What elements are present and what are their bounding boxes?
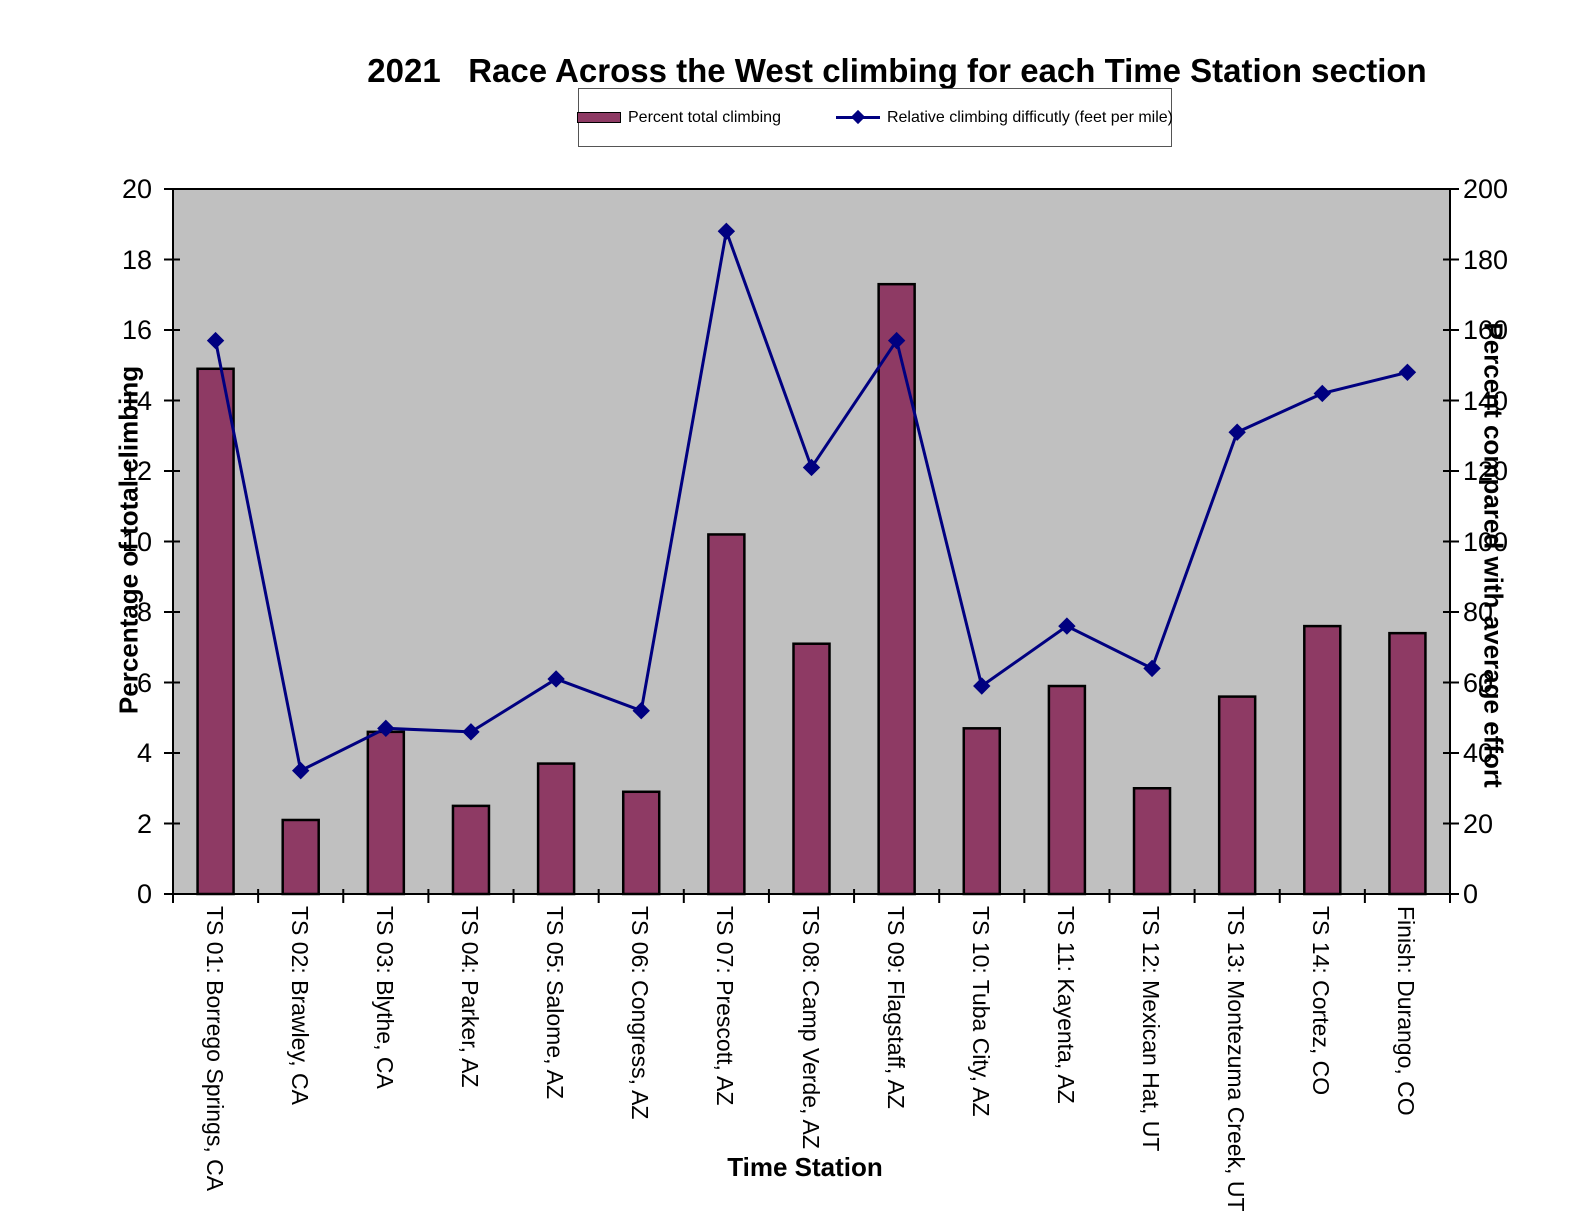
bar <box>1388 631 1427 896</box>
bar <box>281 818 320 896</box>
line-marker <box>973 677 991 695</box>
line-marker <box>1228 423 1246 441</box>
y-tick-label-right: 200 <box>1463 174 1509 204</box>
x-category-label: TS 04: Parker, AZ <box>456 906 483 1088</box>
line-marker <box>1313 384 1332 403</box>
line-marker <box>547 670 565 688</box>
bar <box>1047 684 1087 896</box>
x-category-label: Finish: Durango, CO <box>1393 906 1420 1116</box>
y-tick-label-left: 2 <box>136 808 152 839</box>
y-tick-label-left: 8 <box>136 597 152 627</box>
line-marker <box>802 458 821 477</box>
bar <box>451 804 491 896</box>
line-marker <box>206 331 225 350</box>
bar <box>1303 624 1342 896</box>
y-tick-label-right: 180 <box>1463 244 1509 275</box>
y-tick-label-right: 60 <box>1463 667 1494 698</box>
bar <box>366 730 406 896</box>
y-tick-label-left: 14 <box>121 385 152 416</box>
legend-bar-swatch-icon <box>577 112 621 123</box>
y-tick-label-right: 140 <box>1463 385 1509 416</box>
line-marker <box>291 761 310 780</box>
y-tick-label-left: 16 <box>121 315 152 345</box>
x-category-label: TS 13: Montezuma Creek, UT <box>1223 906 1250 1212</box>
bar <box>536 762 576 896</box>
x-category-label: TS 10: Tuba City, AZ <box>967 906 994 1117</box>
x-category-label: TS 12: Mexican Hat, UT <box>1138 906 1165 1152</box>
legend-item-line-series: Relative climbing difficutly (feet per m… <box>835 108 1173 127</box>
bar <box>792 642 831 896</box>
legend-label: Relative climbing difficutly (feet per m… <box>886 108 1173 126</box>
x-category-label: TS 08: Camp Verde, AZ <box>797 906 824 1149</box>
legend-label: Percent total climbing <box>628 108 781 126</box>
bar <box>1217 695 1257 896</box>
line-marker <box>1143 659 1161 678</box>
y-tick-label-right: 40 <box>1463 738 1494 768</box>
line-marker <box>632 701 650 720</box>
x-category-label: TS 07: Prescott, AZ <box>712 906 739 1106</box>
bar <box>707 533 746 896</box>
y-tick-label-left: 6 <box>136 667 152 698</box>
y-tick-label-left: 18 <box>121 244 152 275</box>
y-tick-label-left: 4 <box>136 738 152 768</box>
y-tick-label-left: 12 <box>121 456 152 486</box>
x-category-label: TS 11: Kayenta, AZ <box>1052 906 1079 1104</box>
y-axis-title-right: Percent compared with average effort <box>1478 322 1509 788</box>
x-category-label: TS 01: Borrego Springs, CA <box>201 906 228 1192</box>
y-tick-label-right: 160 <box>1463 315 1509 345</box>
y-tick-label-right: 120 <box>1463 456 1509 486</box>
x-category-label: TS 03: Blythe, CA <box>371 906 398 1089</box>
y-tick-label-left: 20 <box>121 174 152 204</box>
bar <box>621 790 661 896</box>
legend-line-swatch-icon <box>835 109 880 125</box>
y-tick-label-right: 80 <box>1463 597 1494 627</box>
x-category-label: TS 05: Salome, AZ <box>542 906 569 1100</box>
y-tick-label-left: 0 <box>136 879 152 909</box>
x-axis-title: Time Station <box>727 1152 883 1182</box>
y-axis-title-left: Percentage of total climbing <box>113 365 144 715</box>
legend-item-bar-series: Percent total climbing <box>577 109 781 127</box>
line-marker <box>887 331 906 350</box>
line-marker <box>377 719 395 738</box>
line-marker <box>1398 363 1417 382</box>
bar <box>877 282 916 896</box>
y-tick-label-right: 100 <box>1463 526 1509 557</box>
line-marker <box>717 222 736 241</box>
y-tick-label-right: 20 <box>1463 808 1494 839</box>
x-category-label: TS 02: Brawley, CA <box>286 906 313 1105</box>
x-category-label: TS 14: Cortez, CO <box>1308 906 1335 1096</box>
y-tick-label-left: 10 <box>121 526 152 557</box>
x-category-label: TS 06: Congress, AZ <box>627 906 654 1120</box>
bar <box>196 367 235 896</box>
y-tick-label-right: 0 <box>1463 879 1479 909</box>
bar <box>1132 787 1172 896</box>
line-marker <box>462 723 480 741</box>
chart-title: 2021 Race Across the West climbing for e… <box>367 52 1427 89</box>
line-marker <box>1058 617 1076 635</box>
x-category-label: TS 09: Flagstaff, AZ <box>882 906 909 1109</box>
bar <box>962 727 1002 896</box>
legend: Percent total climbing Relative climbing… <box>577 88 1173 147</box>
